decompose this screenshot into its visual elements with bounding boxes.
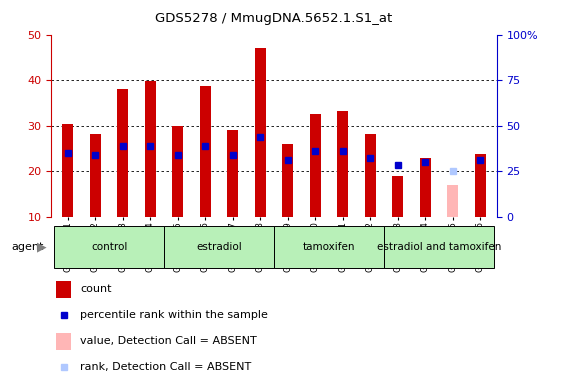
Bar	[282, 144, 293, 217]
Bar	[447, 185, 459, 217]
Bar	[392, 176, 403, 217]
Text: control: control	[91, 242, 127, 252]
Bar	[337, 111, 348, 217]
Text: agent: agent	[11, 242, 44, 252]
Bar	[227, 130, 238, 217]
Text: count: count	[81, 285, 112, 295]
Bar	[54, 225, 164, 268]
Text: rank, Detection Call = ABSENT: rank, Detection Call = ABSENT	[81, 362, 252, 372]
Bar	[475, 154, 486, 217]
Text: ▶: ▶	[37, 240, 47, 253]
Bar	[145, 81, 156, 217]
Bar	[172, 126, 183, 217]
Bar	[255, 48, 266, 217]
Text: tamoxifen: tamoxifen	[303, 242, 355, 252]
Bar	[365, 134, 376, 217]
Bar	[118, 89, 128, 217]
Text: estradiol: estradiol	[196, 242, 242, 252]
Text: estradiol and tamoxifen: estradiol and tamoxifen	[377, 242, 501, 252]
Text: value, Detection Call = ABSENT: value, Detection Call = ABSENT	[81, 336, 257, 346]
Bar	[384, 225, 494, 268]
Bar	[90, 134, 101, 217]
Text: GDS5278 / MmugDNA.5652.1.S1_at: GDS5278 / MmugDNA.5652.1.S1_at	[155, 12, 393, 25]
Bar	[420, 158, 431, 217]
Bar	[164, 225, 274, 268]
Text: percentile rank within the sample: percentile rank within the sample	[81, 310, 268, 320]
Bar	[56, 281, 71, 298]
Bar	[200, 86, 211, 217]
Bar	[56, 333, 71, 349]
Bar	[274, 225, 384, 268]
Bar	[62, 124, 74, 217]
Bar	[310, 114, 321, 217]
